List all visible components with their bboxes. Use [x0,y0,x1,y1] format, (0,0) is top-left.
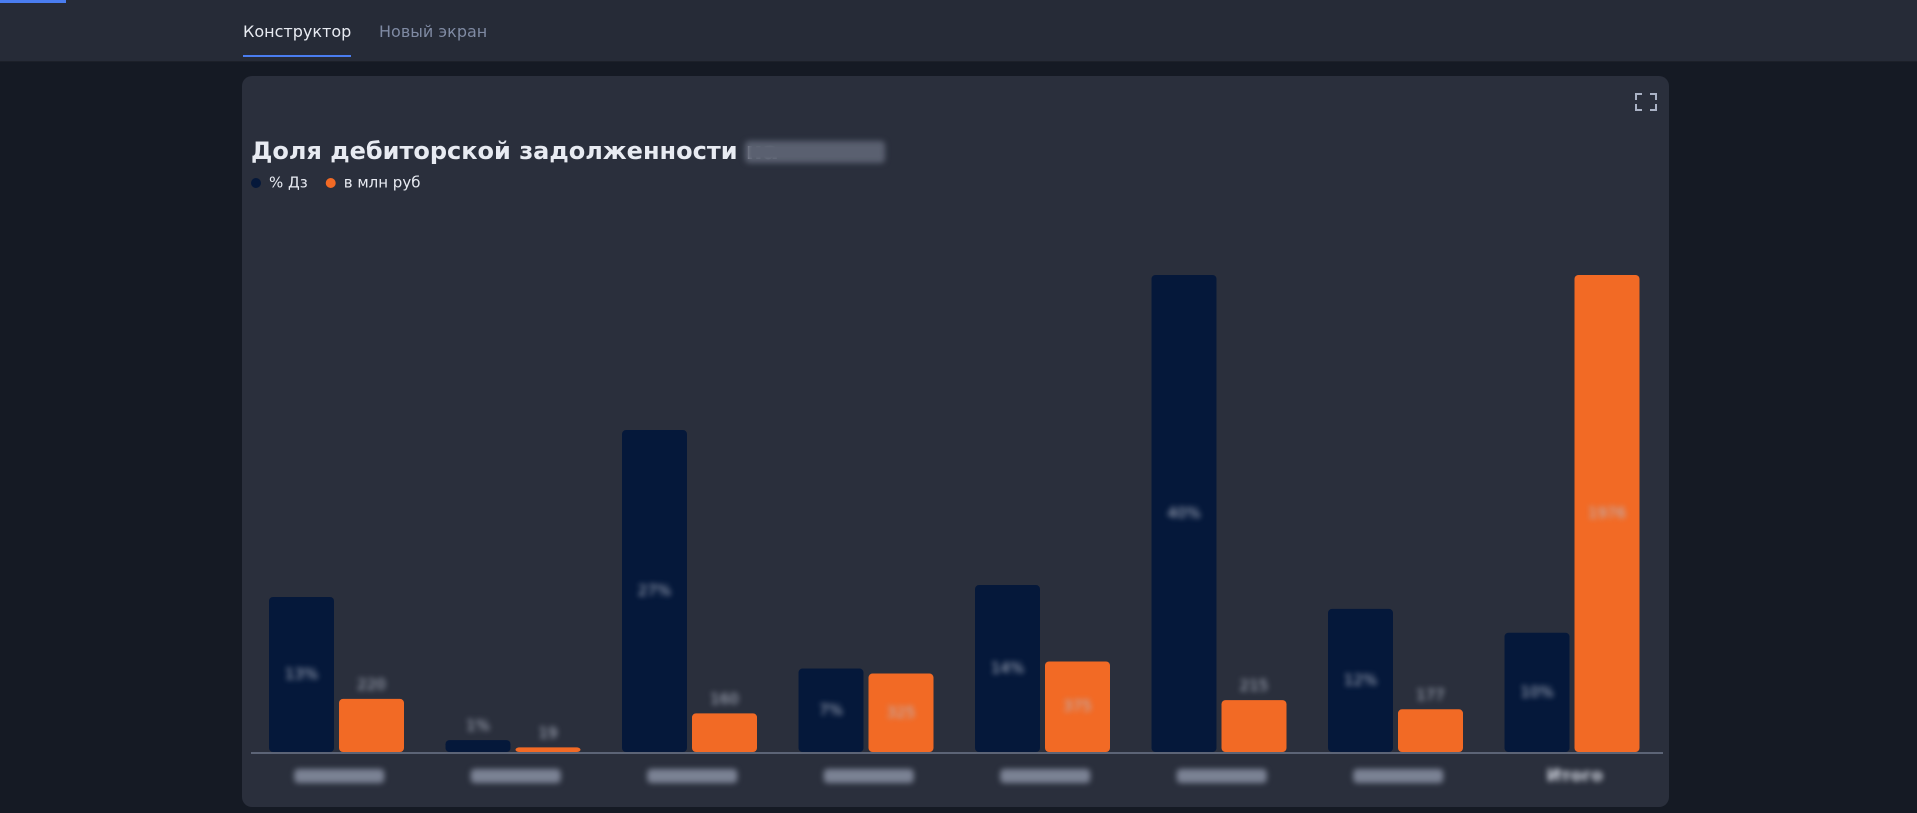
bar [622,430,687,752]
chart-title: Доля дебиторской задолженности на [251,137,779,165]
data-label: 40% [1167,504,1200,522]
bar [798,668,864,752]
redacted-label [823,769,914,783]
legend-marker [325,178,336,188]
data-label: 215 [1240,677,1269,695]
data-label: 325 [887,703,916,721]
data-label: 177 [1416,686,1445,704]
bar [445,740,511,752]
data-label: 19 [538,724,557,742]
legend-label: в млн руб [344,174,421,192]
data-label: 375 [1063,697,1092,715]
bar [339,698,404,752]
tab[interactable]: Конструктор [243,22,352,57]
redacted-label [1000,769,1091,783]
bar [692,713,757,752]
data-label: 160 [710,690,739,708]
bar [1151,275,1217,752]
chart-card [242,76,1669,807]
bar [515,747,581,752]
data-label: 220 [357,675,386,693]
expand-icon[interactable] [1635,93,1657,111]
bar [269,596,334,752]
data-label: 13% [285,665,318,683]
progress [0,0,66,3]
data-label: 1976 [1588,504,1626,522]
redacted-label [1176,769,1267,783]
data-label: 27% [638,582,671,600]
bar [1221,700,1287,752]
tab[interactable]: Новый экран [379,22,488,41]
bar [975,585,1040,752]
bar [1328,608,1393,752]
x-tick-label: Итого [1547,766,1603,786]
bar [868,673,934,752]
redacted-label [1353,769,1444,783]
top-bar: Конструктор Новый экран [0,0,1917,62]
data-label: 12% [1344,671,1377,689]
legend-marker [251,178,261,188]
redacted-label [470,769,561,783]
bar [1045,661,1110,752]
bar [1504,632,1570,752]
data-label: 10% [1520,683,1553,701]
data-label: 7% [819,701,843,719]
data-label: 1% [466,717,490,735]
redacted [745,141,885,163]
legend-label: % Дз [269,174,308,192]
redacted-label [647,769,738,783]
bar [1398,709,1463,752]
bar [1574,275,1640,752]
redacted-label [294,769,385,783]
data-label: 14% [991,659,1024,677]
